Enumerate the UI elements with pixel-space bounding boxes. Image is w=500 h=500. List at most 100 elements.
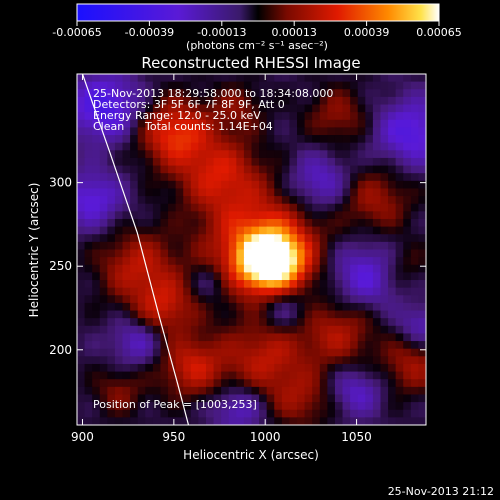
heatmap-cell	[403, 226, 412, 235]
heatmap-cell	[259, 119, 268, 129]
heatmap-cell	[77, 356, 86, 365]
heatmap-cell	[395, 157, 404, 167]
heatmap-cell	[274, 142, 283, 151]
heatmap-cell	[372, 241, 382, 251]
heatmap-cell	[152, 74, 162, 83]
heatmap-cell	[84, 188, 93, 197]
heatmap-cell	[122, 157, 131, 167]
heatmap-cell	[175, 196, 184, 205]
heatmap-cell	[251, 257, 260, 266]
heatmap-cell	[243, 218, 253, 228]
heatmap-cell	[334, 196, 344, 205]
heatmap-cell	[122, 318, 131, 327]
heatmap-cell	[243, 356, 253, 365]
heatmap-cell	[168, 89, 177, 98]
heatmap-cell	[92, 371, 101, 380]
heatmap-cell	[365, 196, 374, 205]
heatmap-cell	[152, 318, 162, 327]
heatmap-cell	[342, 180, 351, 190]
heatmap-cell	[388, 241, 397, 251]
heatmap-cell	[274, 188, 283, 197]
heatmap-cell	[114, 287, 124, 296]
heatmap-cell	[297, 234, 306, 243]
heatmap-cell	[350, 196, 359, 205]
heatmap-cell	[145, 341, 154, 350]
heatmap-cell	[365, 150, 374, 159]
heatmap-cell	[365, 241, 374, 251]
heatmap-cell	[380, 135, 389, 144]
heatmap-cell	[145, 226, 154, 235]
heatmap-cell	[145, 89, 154, 98]
heatmap-cell	[77, 386, 86, 396]
heatmap-cell	[319, 173, 328, 182]
heatmap-cell	[190, 203, 199, 212]
heatmap-cell	[99, 180, 108, 190]
heatmap-cell	[380, 341, 389, 350]
heatmap-cell	[410, 96, 420, 106]
heatmap-cell	[205, 188, 215, 197]
heatmap-cell	[410, 341, 420, 350]
heatmap-cell	[213, 74, 222, 83]
heatmap-cell	[410, 180, 420, 190]
heatmap-cell	[99, 386, 108, 396]
heatmap-cell	[213, 241, 222, 251]
heatmap-cell	[334, 417, 344, 425]
heatmap-cell	[221, 318, 230, 327]
heatmap-cell	[372, 272, 382, 281]
heatmap-cell	[251, 96, 260, 106]
heatmap-cell	[334, 96, 344, 106]
heatmap-cell	[175, 363, 184, 373]
heatmap-cell	[388, 409, 397, 418]
heatmap-cell	[243, 157, 253, 167]
heatmap-cell	[312, 333, 321, 342]
heatmap-cell	[266, 318, 275, 327]
heatmap-cell	[410, 127, 420, 136]
heatmap-cell	[410, 348, 420, 357]
heatmap-cell	[410, 386, 420, 396]
heatmap-cell	[183, 234, 192, 243]
heatmap-cell	[137, 341, 146, 350]
heatmap-cell	[289, 295, 298, 304]
heatmap-cell	[266, 257, 275, 266]
heatmap-cell	[221, 302, 230, 312]
heatmap-cell	[130, 318, 139, 327]
heatmap-cell	[160, 112, 169, 121]
heatmap-cell	[114, 241, 124, 251]
heatmap-cell	[145, 165, 154, 174]
heatmap-cell	[266, 142, 275, 151]
colorbar-tick-label: -0.00065	[52, 26, 101, 39]
heatmap-cell	[418, 356, 426, 365]
heatmap-cell	[205, 165, 215, 174]
colorbar-tick-label: -0.00039	[125, 26, 174, 39]
heatmap-cell	[236, 287, 245, 296]
heatmap-cell	[327, 264, 336, 273]
heatmap-cell	[190, 150, 199, 159]
heatmap-cell	[213, 272, 222, 281]
heatmap-cell	[350, 371, 359, 380]
heatmap-cell	[334, 112, 344, 121]
heatmap-image	[77, 74, 426, 425]
heatmap-cell	[175, 272, 184, 281]
heatmap-cell	[130, 241, 139, 251]
heatmap-cell	[122, 96, 131, 106]
heatmap-cell	[289, 409, 298, 418]
heatmap-cell	[350, 74, 359, 83]
heatmap-cell	[281, 104, 291, 113]
heatmap-cell	[312, 402, 321, 411]
heatmap-cell	[266, 287, 275, 296]
heatmap-cell	[334, 142, 344, 151]
heatmap-cell	[205, 386, 215, 396]
heatmap-cell	[395, 241, 404, 251]
heatmap-cell	[418, 257, 426, 266]
heatmap-cell	[365, 165, 374, 174]
heatmap-cell	[168, 386, 177, 396]
heatmap-cell	[84, 371, 93, 380]
heatmap-cell	[84, 379, 93, 388]
heatmap-cell	[334, 264, 344, 273]
heatmap-cell	[350, 394, 359, 403]
heatmap-cell	[372, 264, 382, 273]
heatmap-cell	[243, 104, 253, 113]
heatmap-cell	[418, 310, 426, 319]
heatmap-cell	[365, 363, 374, 373]
heatmap-cell	[357, 280, 366, 289]
